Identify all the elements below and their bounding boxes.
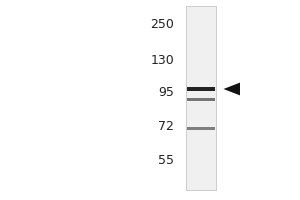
Text: 72: 72	[158, 120, 174, 134]
Text: 95: 95	[158, 86, 174, 99]
Bar	[187, 98, 215, 100]
Text: 55: 55	[158, 154, 174, 166]
Bar	[187, 127, 215, 130]
Polygon shape	[224, 83, 240, 95]
Text: 250: 250	[150, 18, 174, 30]
Bar	[186, 6, 216, 190]
Text: 130: 130	[150, 53, 174, 66]
Bar	[187, 87, 215, 91]
